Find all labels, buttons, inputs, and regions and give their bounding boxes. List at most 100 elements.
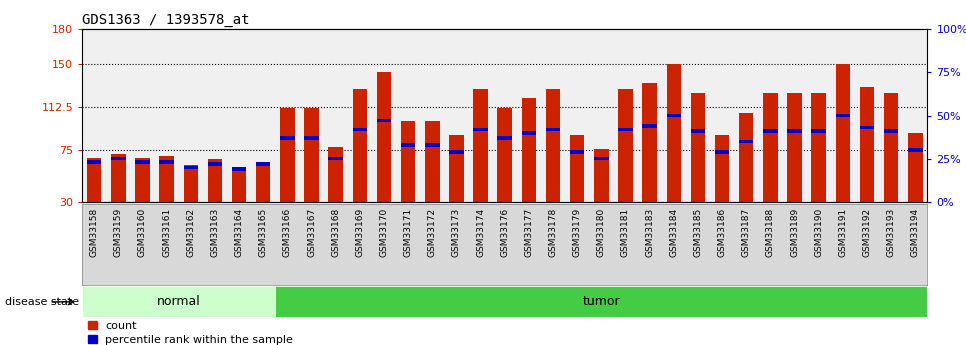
Bar [594, 149, 609, 236]
Text: GSM33179: GSM33179 [573, 208, 582, 257]
Text: GSM33176: GSM33176 [500, 208, 509, 257]
Bar [87, 158, 101, 236]
Text: GSM33167: GSM33167 [307, 208, 316, 257]
Bar [618, 89, 633, 236]
Text: GSM33173: GSM33173 [452, 208, 461, 257]
Text: GSM33192: GSM33192 [863, 208, 871, 257]
Text: GSM33177: GSM33177 [525, 208, 533, 257]
Bar [401, 121, 415, 236]
Bar [642, 83, 657, 236]
Text: GSM33159: GSM33159 [114, 208, 123, 257]
Bar [618, 128, 633, 131]
Bar [280, 136, 295, 140]
Bar [159, 156, 174, 236]
Bar [836, 114, 850, 117]
Text: GSM33180: GSM33180 [597, 208, 606, 257]
Bar [232, 167, 246, 171]
Text: GSM33193: GSM33193 [887, 208, 895, 257]
Bar [787, 92, 802, 236]
Bar [570, 150, 584, 154]
Bar [184, 165, 198, 236]
Bar [184, 166, 198, 169]
Bar [836, 64, 850, 236]
Bar [353, 128, 367, 131]
Bar [594, 157, 609, 160]
Text: GSM33171: GSM33171 [404, 208, 412, 257]
Bar [328, 157, 343, 160]
Bar [159, 160, 174, 164]
Text: GSM33166: GSM33166 [283, 208, 292, 257]
Text: GSM33162: GSM33162 [186, 208, 195, 257]
Bar [208, 162, 222, 166]
Bar [377, 119, 391, 122]
Bar [449, 135, 464, 236]
Text: GSM33185: GSM33185 [694, 208, 702, 257]
Bar [570, 135, 584, 236]
Bar [715, 135, 729, 236]
Bar [449, 150, 464, 154]
Bar [473, 128, 488, 131]
Text: GSM33184: GSM33184 [669, 208, 678, 257]
Bar [860, 87, 874, 236]
Text: GSM33191: GSM33191 [838, 208, 847, 257]
Text: GSM33170: GSM33170 [380, 208, 388, 257]
Text: GSM33183: GSM33183 [645, 208, 654, 257]
Text: GSM33178: GSM33178 [549, 208, 557, 257]
Bar [135, 158, 150, 236]
Bar [522, 131, 536, 135]
Text: GSM33188: GSM33188 [766, 208, 775, 257]
Bar [667, 114, 681, 117]
Bar [377, 72, 391, 236]
Bar [667, 64, 681, 236]
Bar [401, 143, 415, 147]
Text: GSM33161: GSM33161 [162, 208, 171, 257]
Text: GSM33169: GSM33169 [355, 208, 364, 257]
Bar [763, 129, 778, 133]
Bar [425, 121, 440, 236]
Text: GSM33174: GSM33174 [476, 208, 485, 257]
Text: GSM33181: GSM33181 [621, 208, 630, 257]
Bar [256, 162, 270, 166]
Bar [497, 108, 512, 236]
Text: GSM33194: GSM33194 [911, 208, 920, 257]
Bar [691, 92, 705, 236]
Bar [256, 161, 270, 236]
Bar [811, 129, 826, 133]
Bar [811, 92, 826, 236]
Bar [473, 89, 488, 236]
Bar [232, 167, 246, 236]
Bar [280, 108, 295, 236]
Bar [304, 136, 319, 140]
Text: GSM33163: GSM33163 [211, 208, 219, 257]
Legend: count, percentile rank within the sample: count, percentile rank within the sample [88, 321, 294, 345]
Bar [546, 128, 560, 131]
Text: tumor: tumor [582, 295, 620, 308]
Bar [739, 113, 753, 236]
Bar [691, 129, 705, 133]
Bar [353, 89, 367, 236]
Bar [715, 150, 729, 154]
Text: GSM33189: GSM33189 [790, 208, 799, 257]
Text: GSM33164: GSM33164 [235, 208, 243, 257]
Text: GSM33165: GSM33165 [259, 208, 268, 257]
Text: GSM33187: GSM33187 [742, 208, 751, 257]
Bar [739, 140, 753, 143]
Bar [763, 92, 778, 236]
Text: normal: normal [156, 295, 201, 308]
Bar [425, 143, 440, 147]
Text: GDS1363 / 1393578_at: GDS1363 / 1393578_at [82, 13, 249, 27]
Text: GSM33172: GSM33172 [428, 208, 437, 257]
Bar [522, 98, 536, 236]
Bar [642, 124, 657, 128]
Bar [304, 108, 319, 236]
Text: disease state: disease state [5, 297, 79, 307]
Bar [884, 92, 898, 236]
Bar [497, 136, 512, 140]
Bar [135, 160, 150, 164]
Bar [111, 157, 126, 160]
Bar [111, 154, 126, 236]
Bar [87, 160, 101, 164]
Text: GSM33186: GSM33186 [718, 208, 726, 257]
Bar [82, 286, 275, 317]
Text: GSM33158: GSM33158 [90, 208, 99, 257]
